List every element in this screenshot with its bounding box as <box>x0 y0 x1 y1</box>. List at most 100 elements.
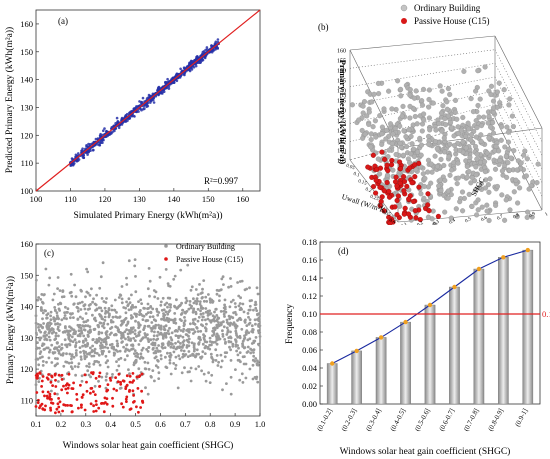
point-ordinary-c <box>133 339 137 342</box>
point-ordinary-c <box>189 379 193 383</box>
bar <box>449 286 460 405</box>
point-ordinary-b <box>372 118 378 124</box>
point-passive-c <box>131 381 134 384</box>
point-passive-b <box>416 184 422 190</box>
point-ordinary-c <box>234 332 238 335</box>
point-ordinary-c <box>187 330 191 334</box>
point-ordinary-b <box>418 191 424 197</box>
point-ordinary-c <box>256 313 259 317</box>
point-a <box>178 76 182 79</box>
point-ordinary-c <box>87 362 91 366</box>
point-ordinary-b <box>472 143 479 150</box>
point-passive-c <box>64 387 68 391</box>
point-ordinary-c <box>254 357 258 360</box>
point-ordinary-c <box>99 344 102 348</box>
point-ordinary-c <box>55 317 59 320</box>
point-passive-c <box>54 385 58 388</box>
point-ordinary-b <box>454 116 460 122</box>
x-tick-label-d: (0.2-0.3] <box>340 407 359 432</box>
point-ordinary-c <box>167 317 171 321</box>
point-ordinary-c <box>234 344 238 348</box>
point-a <box>99 141 103 144</box>
point-passive-c <box>50 375 54 379</box>
point-ordinary-c <box>183 316 186 319</box>
point-ordinary-c <box>125 323 128 327</box>
point-ordinary-c <box>105 297 108 300</box>
point-passive-b <box>384 179 390 186</box>
point-ordinary-c <box>255 286 259 290</box>
point-ordinary-c <box>198 300 202 303</box>
point-ordinary-c <box>182 327 186 331</box>
point-ordinary-c <box>149 311 153 314</box>
point-ordinary-b <box>409 141 415 147</box>
point-ordinary-c <box>73 283 76 287</box>
y-tick-label-b: 0.2 <box>417 221 425 225</box>
point-ordinary-c <box>138 330 142 334</box>
point-ordinary-b <box>440 103 446 109</box>
y-tick-label-a: 150 <box>20 47 33 57</box>
point-passive-c <box>49 406 52 410</box>
point-ordinary-c <box>198 338 202 342</box>
point-ordinary-c <box>76 309 80 313</box>
point-passive-c <box>38 371 42 374</box>
z-tick-label-b: 105 <box>337 159 346 165</box>
box-edge <box>494 90 543 183</box>
point-ordinary-b <box>473 118 479 124</box>
z-tick-label-b: 135 <box>337 99 346 105</box>
point-ordinary-c <box>215 314 219 317</box>
point-ordinary-c <box>195 326 199 329</box>
point-ordinary-c <box>100 375 104 379</box>
point-ordinary-c <box>221 388 224 392</box>
point-ordinary-c <box>60 318 64 322</box>
point-ordinary-c <box>156 297 160 300</box>
point-a <box>157 93 160 96</box>
point-ordinary-b <box>473 164 479 170</box>
point-passive-c <box>66 404 69 407</box>
point-ordinary-c <box>106 365 110 369</box>
point-ordinary-b <box>511 148 517 154</box>
point-ordinary-c <box>71 340 75 343</box>
point-ordinary-c <box>56 362 59 365</box>
point-ordinary-b <box>508 155 514 161</box>
point-ordinary-c <box>248 308 252 312</box>
point-ordinary-c <box>69 272 73 276</box>
point-ordinary-b <box>490 120 496 126</box>
point-ordinary-b <box>412 113 418 120</box>
point-passive-b <box>386 188 392 194</box>
point-ordinary-b <box>436 183 442 189</box>
point-passive-c <box>140 372 144 376</box>
point-ordinary-c <box>93 316 97 320</box>
point-ordinary-c <box>34 321 38 325</box>
x-tick-label-a: 100 <box>30 194 43 204</box>
frequency-marker <box>403 319 408 325</box>
point-ordinary-c <box>246 312 250 315</box>
point-ordinary-c <box>188 300 192 303</box>
point-ordinary-c <box>167 310 171 314</box>
point-ordinary-c <box>169 336 173 339</box>
point-ordinary-c <box>139 352 143 356</box>
point-ordinary-b <box>366 109 372 115</box>
point-ordinary-c <box>37 296 40 299</box>
point-passive-c <box>108 376 112 380</box>
y-tick-label-d: 0.00 <box>302 399 317 409</box>
point-ordinary-c <box>207 371 211 375</box>
point-ordinary-c <box>234 329 238 333</box>
point-passive-c <box>97 406 101 410</box>
y-tick-label-d: 0.12 <box>302 291 317 301</box>
point-ordinary-b <box>379 131 385 137</box>
point-ordinary-c <box>60 343 64 346</box>
point-passive-c <box>89 387 93 390</box>
point-passive-c <box>132 394 136 397</box>
point-ordinary-c <box>77 340 81 343</box>
point-ordinary-c <box>76 365 80 369</box>
x-tick-label-a: 110 <box>64 194 76 204</box>
point-ordinary-c <box>238 351 242 354</box>
point-ordinary-c <box>121 331 125 335</box>
point-a <box>214 40 218 44</box>
point-passive-c <box>133 400 136 403</box>
point-ordinary-c <box>45 316 49 320</box>
point-ordinary-c <box>168 361 172 365</box>
point-ordinary-c <box>125 300 128 304</box>
point-ordinary-c <box>39 350 43 354</box>
point-ordinary-c <box>204 318 207 322</box>
